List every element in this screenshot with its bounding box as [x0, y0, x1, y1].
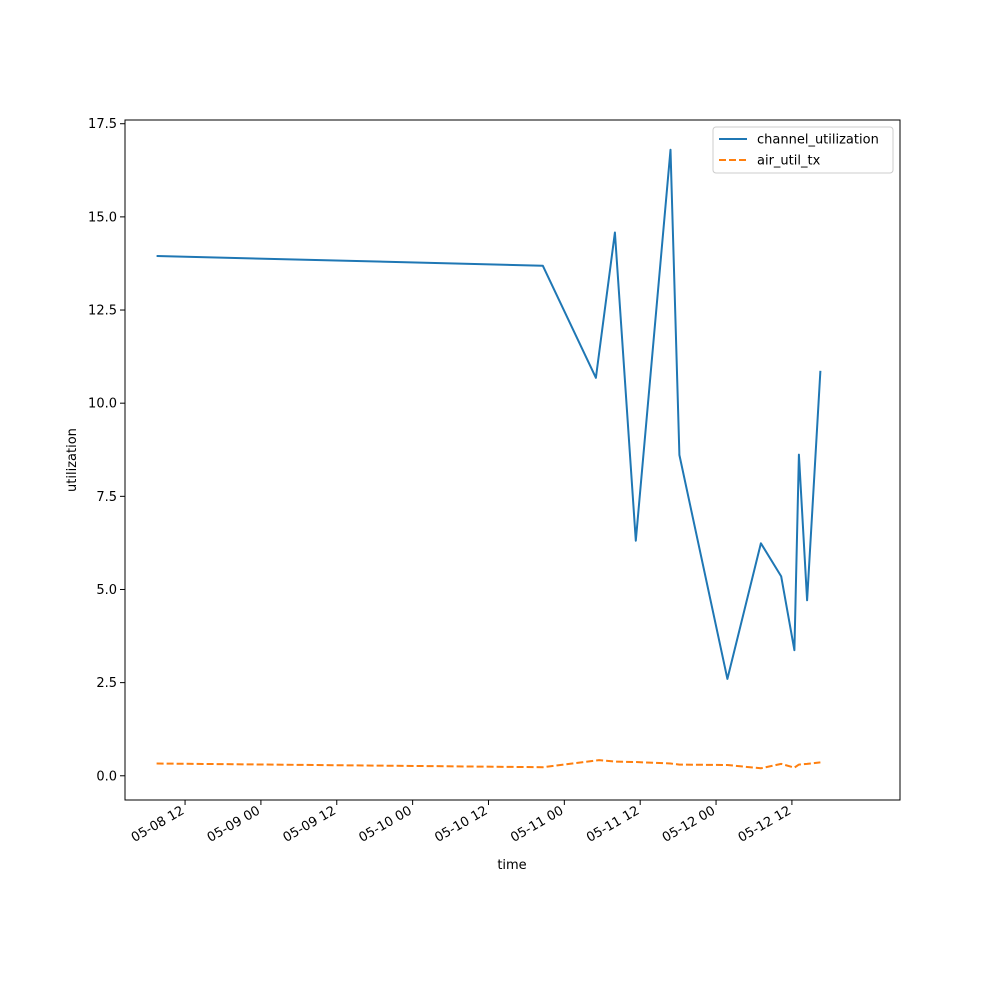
x-tick-label: 05-08 12: [129, 803, 187, 845]
x-tick-label: 05-10 12: [432, 803, 490, 845]
y-tick-label: 10.0: [88, 397, 117, 412]
x-tick-label: 05-10 00: [357, 803, 415, 845]
x-axis-title: time: [497, 858, 526, 873]
series-line-air_util_tx: [156, 759, 821, 770]
y-axis-title: utilization: [65, 428, 80, 492]
plot-area-frame: [124, 119, 901, 801]
series-line-channel_utilization: [156, 148, 822, 680]
legend-box: [712, 126, 894, 174]
x-tick-label: 05-09 12: [281, 803, 339, 845]
x-tick-label: 05-11 12: [584, 803, 642, 845]
y-tick-label: 17.5: [88, 117, 117, 132]
y-tick-label: 15.0: [88, 210, 117, 225]
x-axis: 05-08 12 05-09 00 05-09 12 05-10 00 05-10 12…: [129, 800, 794, 846]
series-layer: [156, 148, 822, 770]
y-tick-label: 7.5: [96, 490, 117, 505]
x-tick-label: 05-12 00: [660, 803, 718, 845]
y-tick-label: 2.5: [96, 676, 117, 691]
x-tick-label: 05-09 00: [205, 803, 263, 845]
y-axis: 0.0 2.5 5.0 7.5 10.0 12.5 15.0 17.5: [88, 117, 125, 784]
legend: channel_utilization air_util_tx: [712, 126, 894, 174]
x-tick-label: 05-12 12: [736, 803, 794, 845]
legend-label: air_util_tx: [757, 154, 821, 169]
x-tick-label: 05-11 00: [508, 803, 566, 845]
y-tick-label: 12.5: [88, 304, 117, 319]
y-tick-label: 5.0: [96, 583, 117, 598]
legend-label: channel_utilization: [757, 133, 879, 148]
y-tick-label: 0.0: [96, 769, 117, 784]
